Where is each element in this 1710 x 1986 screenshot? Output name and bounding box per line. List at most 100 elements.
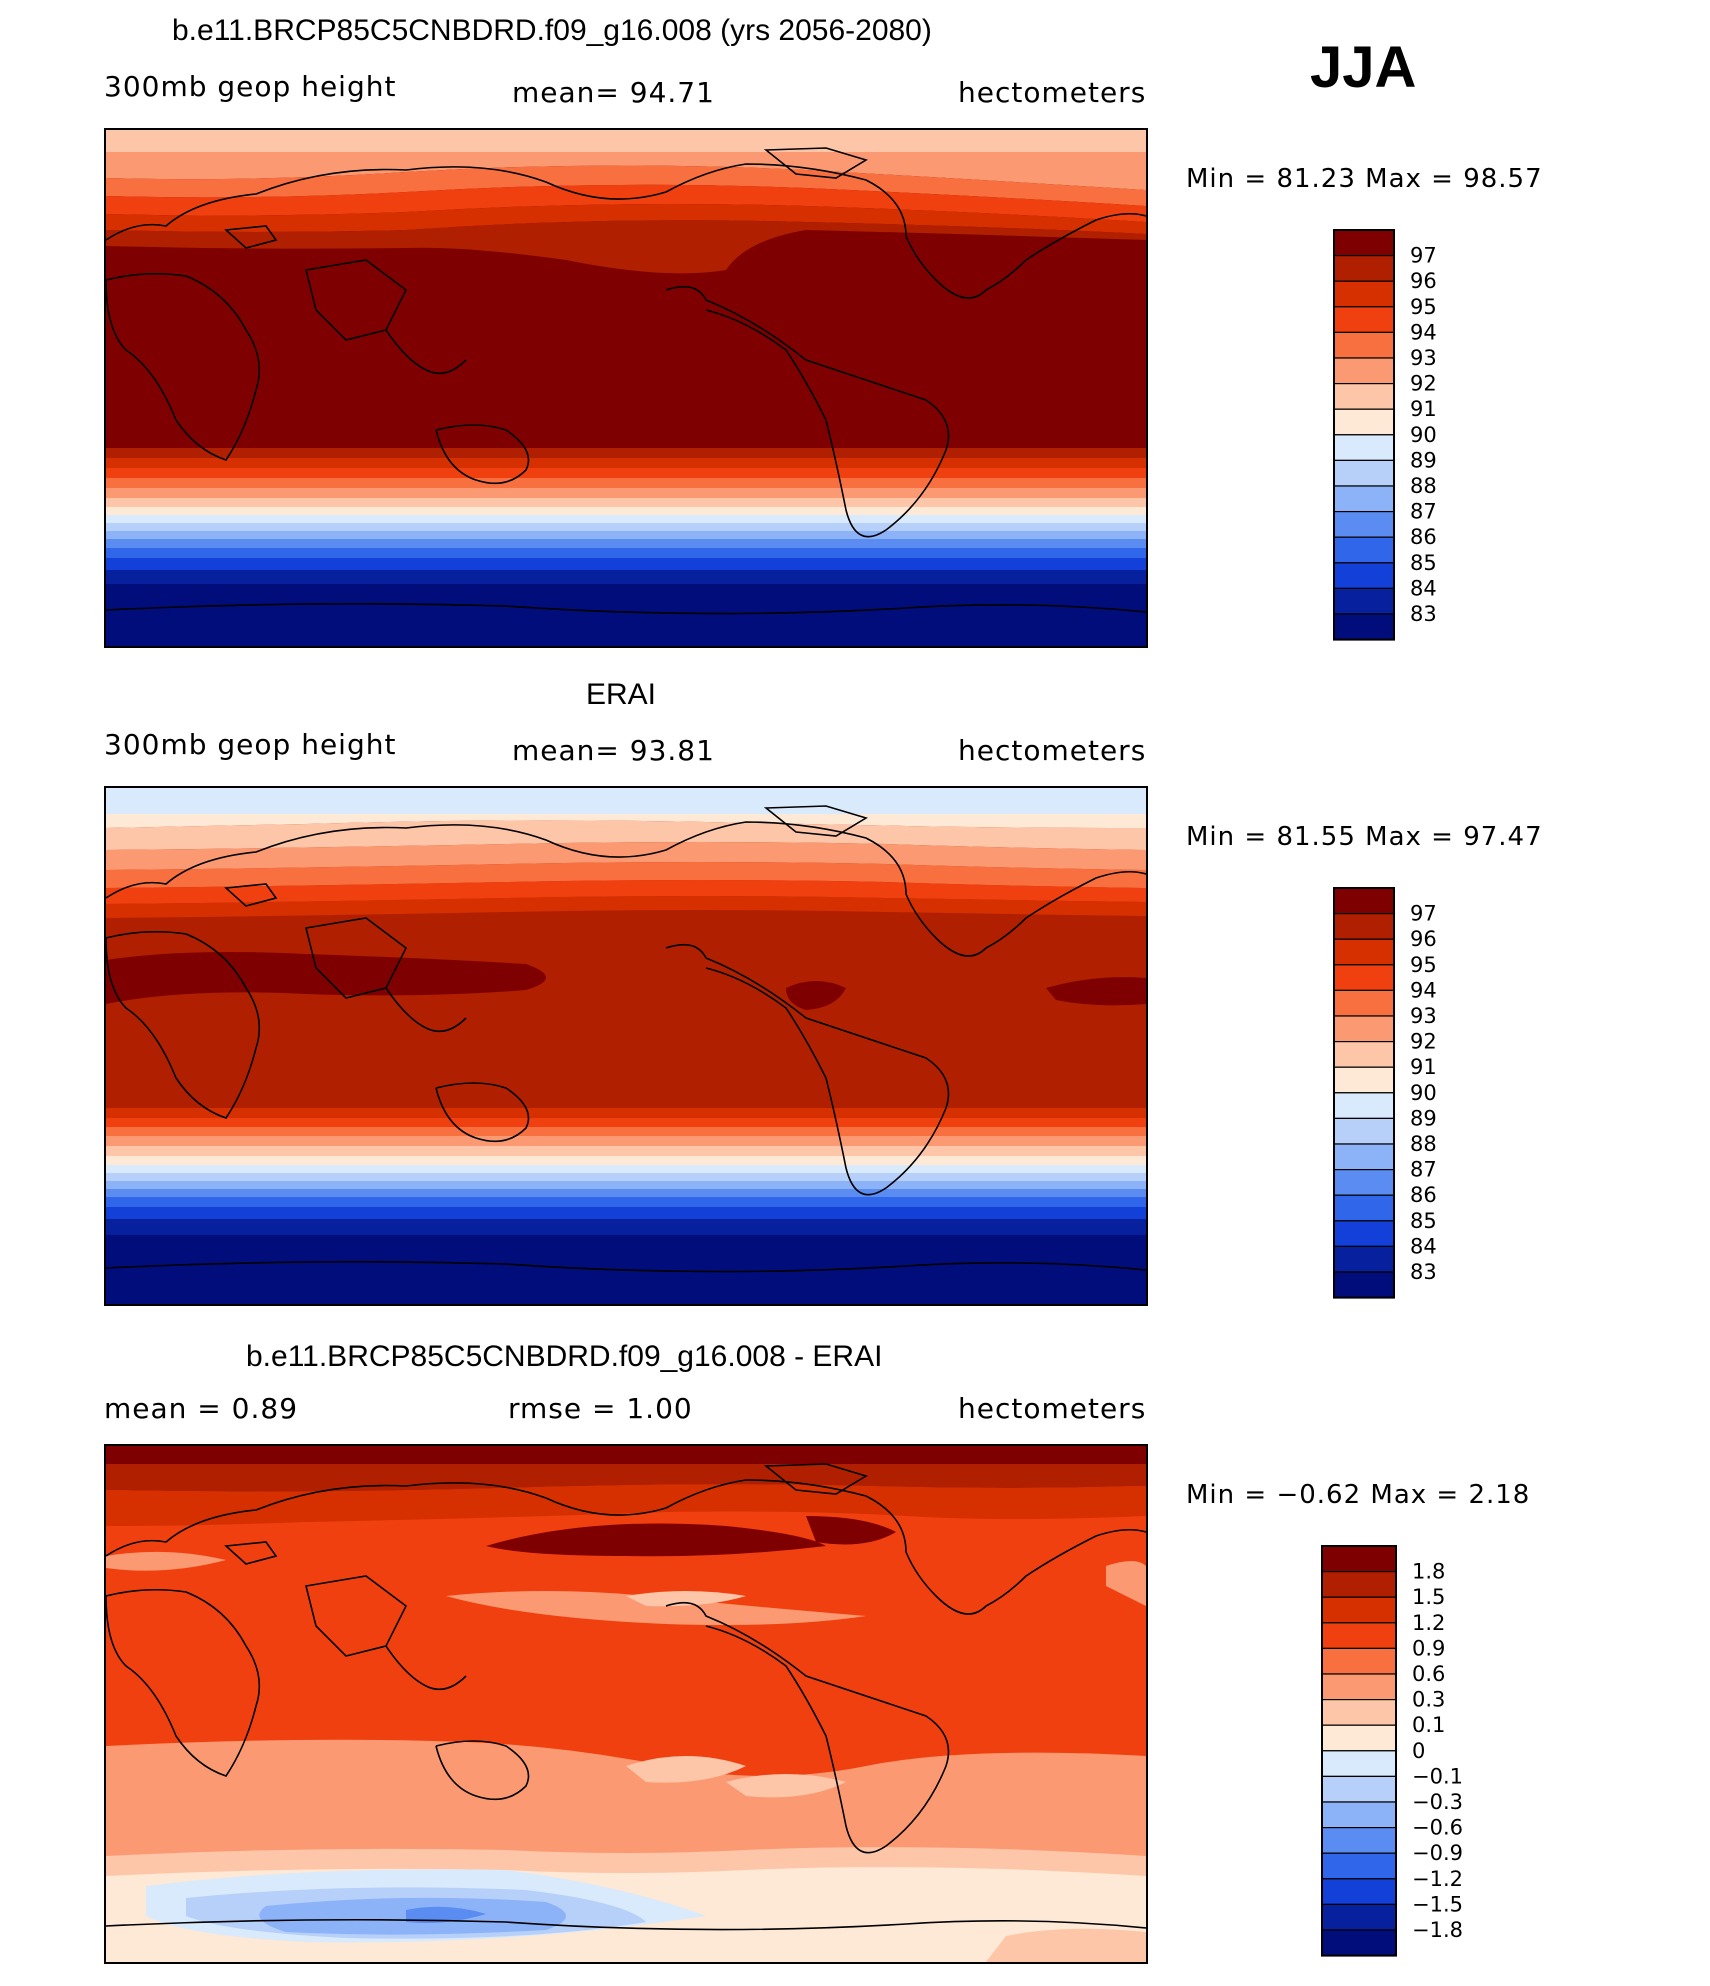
- legend-swatch: [1333, 306, 1395, 334]
- legend-swatch: [1321, 1929, 1397, 1957]
- legend-tick-label: −1.5: [1412, 1892, 1463, 1916]
- legend-outline: [1333, 887, 1395, 1299]
- legend-tick-label: 96: [1410, 927, 1437, 951]
- legend-swatch: [1321, 1571, 1397, 1598]
- legend-tick-label: 85: [1410, 1209, 1437, 1233]
- legend-tick-label: 89: [1410, 1106, 1437, 1130]
- legend-tick-label: 90: [1410, 423, 1437, 447]
- panel3-title: b.e11.BRCP85C5CNBDRD.f09_g16.008 - ERAI: [246, 1340, 883, 1373]
- legend-swatch: [1333, 1092, 1395, 1120]
- legend-swatch: [1321, 1596, 1397, 1624]
- panel3-rmse: rmse = 1.00: [508, 1392, 693, 1425]
- legend-tick-label: −1.2: [1412, 1867, 1463, 1891]
- legend-tick-label: 91: [1410, 1055, 1437, 1079]
- legend-tick-label: 85: [1410, 551, 1437, 575]
- legend-tick-label: 92: [1410, 372, 1437, 396]
- legend-panel1: 97 96 95 94 93 92 91 90 89 88 87 86 85 84 83: [1333, 229, 1494, 641]
- legend-tick-label: 83: [1410, 1260, 1437, 1284]
- panel1-variable: 300mb geop height: [104, 70, 397, 103]
- legend-tick-label: −0.9: [1412, 1841, 1463, 1865]
- legend-swatch: [1333, 1271, 1395, 1299]
- legend-swatch: [1321, 1699, 1397, 1726]
- legend-tick-label: 84: [1410, 1234, 1437, 1258]
- panel1-units: hectometers: [958, 76, 1147, 109]
- panel1-minmax: Min = 81.23 Max = 98.57: [1186, 164, 1543, 194]
- legend-swatch: [1333, 989, 1395, 1017]
- legend-swatch: [1321, 1852, 1397, 1880]
- panel2-minmax: Min = 81.55 Max = 97.47: [1186, 822, 1543, 852]
- legend-swatch: [1333, 1245, 1395, 1273]
- legend-tick-label: −0.3: [1412, 1790, 1463, 1814]
- legend-swatch: [1333, 229, 1395, 257]
- legend-swatch: [1333, 536, 1395, 564]
- legend-swatch: [1333, 434, 1395, 462]
- legend-swatch: [1321, 1750, 1397, 1778]
- legend-swatch: [1333, 964, 1395, 992]
- panel3-units: hectometers: [958, 1392, 1147, 1425]
- legend-swatch: [1333, 357, 1395, 385]
- legend-tick-label: 87: [1410, 500, 1437, 524]
- legend-tick-label: 0: [1412, 1739, 1425, 1763]
- legend-tick-label: −0.1: [1412, 1764, 1463, 1788]
- panel2-mean: mean= 93.81: [512, 734, 715, 767]
- legend-tick-label: 97: [1410, 902, 1437, 926]
- legend-tick-label: 92: [1410, 1030, 1437, 1054]
- legend-tick-label: 84: [1410, 576, 1437, 600]
- legend-tick-label: 1.2: [1412, 1611, 1445, 1635]
- legend-swatch: [1333, 1117, 1395, 1145]
- legend-swatch: [1321, 1673, 1397, 1701]
- legend-swatch: [1333, 1041, 1395, 1068]
- legend-swatch: [1333, 1194, 1395, 1222]
- legend-swatch: [1333, 255, 1395, 282]
- legend-swatch: [1321, 1545, 1397, 1573]
- legend-swatch: [1333, 485, 1395, 513]
- legend-swatch: [1333, 459, 1395, 487]
- legend-tick-label: 0.3: [1412, 1688, 1445, 1712]
- legend-tick-label: 94: [1410, 320, 1437, 344]
- legend-swatch: [1333, 1143, 1395, 1171]
- map-model-geopotential-height: [104, 128, 1148, 648]
- legend-swatch: [1333, 887, 1395, 915]
- legend-swatch: [1333, 1220, 1395, 1247]
- legend-swatch: [1333, 280, 1395, 308]
- legend-tick-label: 95: [1410, 953, 1437, 977]
- legend-tick-label: 91: [1410, 397, 1437, 421]
- legend-tick-label: 88: [1410, 474, 1437, 498]
- legend-swatch: [1321, 1801, 1397, 1829]
- legend-tick-label: 86: [1410, 1183, 1437, 1207]
- legend-panel3: 1.8 1.5 1.2 0.9 0.6 0.3 0.1 0 −0.1 −0.3 −0.6 −0.9 −1…: [1321, 1545, 1502, 1957]
- legend-swatch: [1333, 511, 1395, 538]
- legend-tick-label: 0.1: [1412, 1713, 1445, 1737]
- legend-tick-label: 0.9: [1412, 1636, 1445, 1660]
- legend-swatch: [1333, 587, 1395, 615]
- legend-swatch: [1333, 408, 1395, 436]
- legend-tick-label: 0.6: [1412, 1662, 1445, 1686]
- legend-swatch: [1333, 913, 1395, 940]
- legend-tick-label: 1.5: [1412, 1585, 1445, 1609]
- legend-swatch: [1321, 1903, 1397, 1931]
- legend-swatch: [1321, 1775, 1397, 1803]
- legend-tick-label: −0.6: [1412, 1816, 1463, 1840]
- legend-swatch: [1333, 938, 1395, 966]
- legend-tick-label: 96: [1410, 269, 1437, 293]
- legend-swatch: [1321, 1647, 1397, 1675]
- panel3-minmax: Min = −0.62 Max = 2.18: [1186, 1480, 1531, 1510]
- legend-tick-label: −1.8: [1412, 1918, 1463, 1942]
- legend-swatch: [1333, 1015, 1395, 1043]
- legend-panel2: 97 96 95 94 93 92 91 90 89 88 87 86 85 84 83: [1333, 887, 1494, 1299]
- panel1-mean: mean= 94.71: [512, 76, 715, 109]
- legend-swatch: [1333, 1066, 1395, 1094]
- legend-swatch: [1321, 1724, 1397, 1752]
- legend-tick-label: 87: [1410, 1158, 1437, 1182]
- legend-swatch: [1321, 1622, 1397, 1650]
- legend-tick-label: 97: [1410, 244, 1437, 268]
- map-difference: [104, 1444, 1148, 1964]
- legend-tick-label: 1.8: [1412, 1560, 1445, 1584]
- legend-swatch: [1333, 1169, 1395, 1196]
- legend-tick-label: 95: [1410, 295, 1437, 319]
- legend-tick-label: 93: [1410, 346, 1437, 370]
- panel3-mean: mean = 0.89: [104, 1392, 299, 1425]
- panel2-units: hectometers: [958, 734, 1147, 767]
- legend-tick-label: 83: [1410, 602, 1437, 626]
- legend-swatch: [1333, 613, 1395, 641]
